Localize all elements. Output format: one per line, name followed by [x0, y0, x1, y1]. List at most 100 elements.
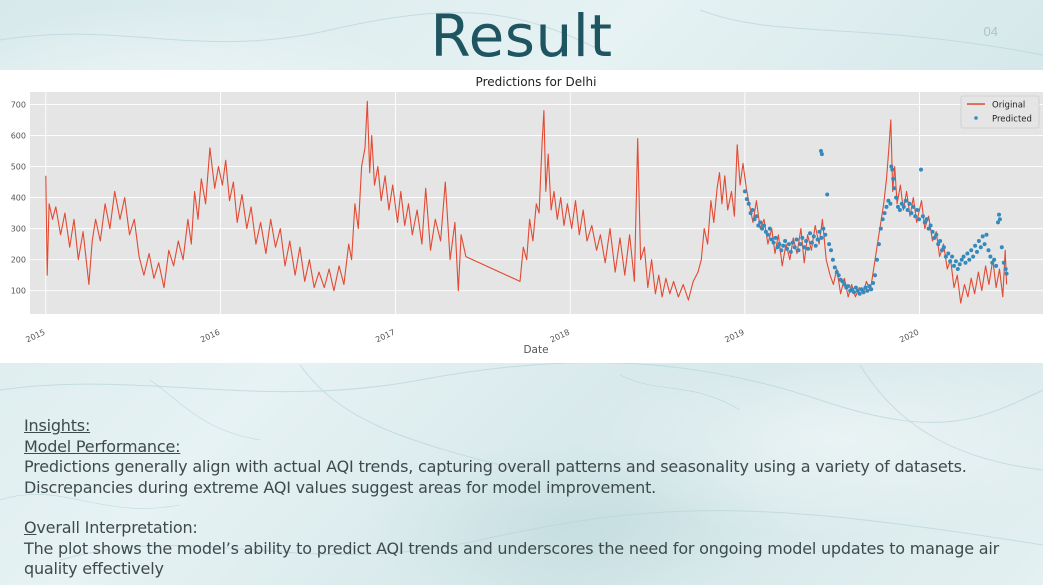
predicted-point: [978, 245, 983, 250]
predicted-point: [932, 235, 937, 240]
predicted-point: [821, 226, 826, 231]
chart-panel: 100 200 300 400 500 600 700 2015 2016 2017 2018 20…: [0, 70, 1043, 363]
predicted-point: [941, 245, 946, 250]
predicted-point: [980, 234, 985, 239]
predicted-point: [896, 204, 900, 209]
predicted-point: [850, 287, 855, 292]
predicted-point: [889, 164, 894, 169]
y-tick-label: 700: [11, 100, 26, 109]
predicted-point: [869, 287, 874, 292]
predicted-point: [884, 204, 889, 209]
predicted-point: [808, 231, 812, 236]
overall-interpretation-text-2: quality effectively: [24, 559, 164, 578]
overall-heading-rest: verall Interpretation:: [36, 518, 198, 537]
slide-title: Result: [430, 2, 613, 70]
predicted-point: [813, 243, 818, 248]
predicted-point: [986, 248, 991, 253]
insights-heading: Insights:: [24, 416, 91, 435]
predicted-point: [888, 201, 893, 206]
predicted-point: [948, 259, 953, 264]
chart-title: Predictions for Delhi: [476, 75, 597, 89]
predicted-point: [873, 273, 877, 278]
predicted-point: [798, 242, 803, 247]
predicted-point: [781, 243, 786, 248]
predicted-point: [819, 149, 823, 153]
predicted-point: [752, 217, 757, 222]
predicted-point: [886, 198, 891, 203]
predicted-point: [882, 211, 887, 216]
predicted-point: [861, 290, 866, 295]
predicted-point: [875, 257, 879, 262]
predicted-point: [827, 242, 832, 247]
predicted-point: [922, 220, 927, 225]
predicted-point: [903, 198, 908, 203]
predicted-point: [783, 239, 788, 243]
predicted-point: [969, 248, 974, 253]
predicted-point: [905, 208, 910, 212]
x-tick-label: 2015: [24, 328, 46, 345]
predicted-point: [790, 240, 795, 245]
predicted-point: [817, 229, 822, 234]
predicted-point: [763, 229, 768, 234]
x-tick-label: 2016: [199, 328, 221, 345]
predicted-point: [992, 257, 997, 262]
predicted-point: [765, 232, 770, 237]
predicted-point: [832, 265, 837, 270]
predicted-point: [786, 242, 791, 247]
predicted-point: [926, 226, 931, 231]
predicted-point: [777, 242, 782, 247]
predicted-point: [930, 229, 935, 234]
predicted-point: [794, 237, 799, 242]
predicted-point: [758, 220, 763, 225]
predicted-point: [754, 214, 759, 219]
predicted-point: [865, 288, 870, 293]
predicted-point: [771, 240, 776, 245]
predicted-point: [957, 262, 962, 267]
y-tick-label: 500: [11, 163, 26, 172]
x-tick-label: 2019: [723, 328, 745, 345]
predicted-point: [836, 273, 841, 278]
predicted-point: [965, 251, 970, 256]
predicted-point: [897, 208, 902, 212]
predicted-point: [917, 217, 922, 222]
predicted-point: [952, 263, 956, 268]
predicted-point: [996, 220, 1000, 225]
predicted-point: [792, 245, 797, 250]
overall-interpretation-heading: Overall Interpretation:: [24, 518, 1024, 539]
predicted-point: [915, 208, 920, 212]
predicted-point: [997, 217, 1002, 222]
predicted-point: [967, 257, 972, 262]
predicted-point: [863, 285, 868, 290]
predicted-point: [924, 217, 929, 222]
predicted-point: [1001, 260, 1006, 265]
predicted-point: [830, 257, 835, 262]
predicted-point: [750, 208, 755, 212]
predicted-point: [773, 235, 778, 240]
predicted-point: [955, 267, 960, 271]
predicted-point: [767, 226, 772, 231]
overall-heading-initial: O: [24, 518, 37, 537]
predicted-point: [894, 195, 899, 200]
predicted-point: [901, 204, 906, 209]
original-series: [45, 100, 1008, 304]
predicted-point: [899, 201, 904, 206]
predicted-point: [748, 211, 753, 216]
predicted-point: [815, 237, 820, 242]
predicted-point: [756, 223, 761, 228]
x-tick-label: 2017: [374, 328, 396, 345]
predicted-point: [819, 152, 824, 157]
predicted-point: [796, 248, 801, 253]
predicted-point: [907, 201, 912, 206]
predicted-point: [976, 239, 981, 243]
predicted-point: [1003, 267, 1008, 271]
predicted-point: [994, 263, 999, 268]
predicted-point: [746, 201, 751, 206]
predicted-point: [829, 248, 833, 253]
original-line: [45, 100, 1008, 304]
predicted-point: [852, 290, 856, 295]
predicted-point: [982, 242, 987, 247]
predicted-point: [876, 242, 881, 247]
predicted-point: [950, 254, 955, 259]
predicted-point: [997, 212, 1001, 217]
